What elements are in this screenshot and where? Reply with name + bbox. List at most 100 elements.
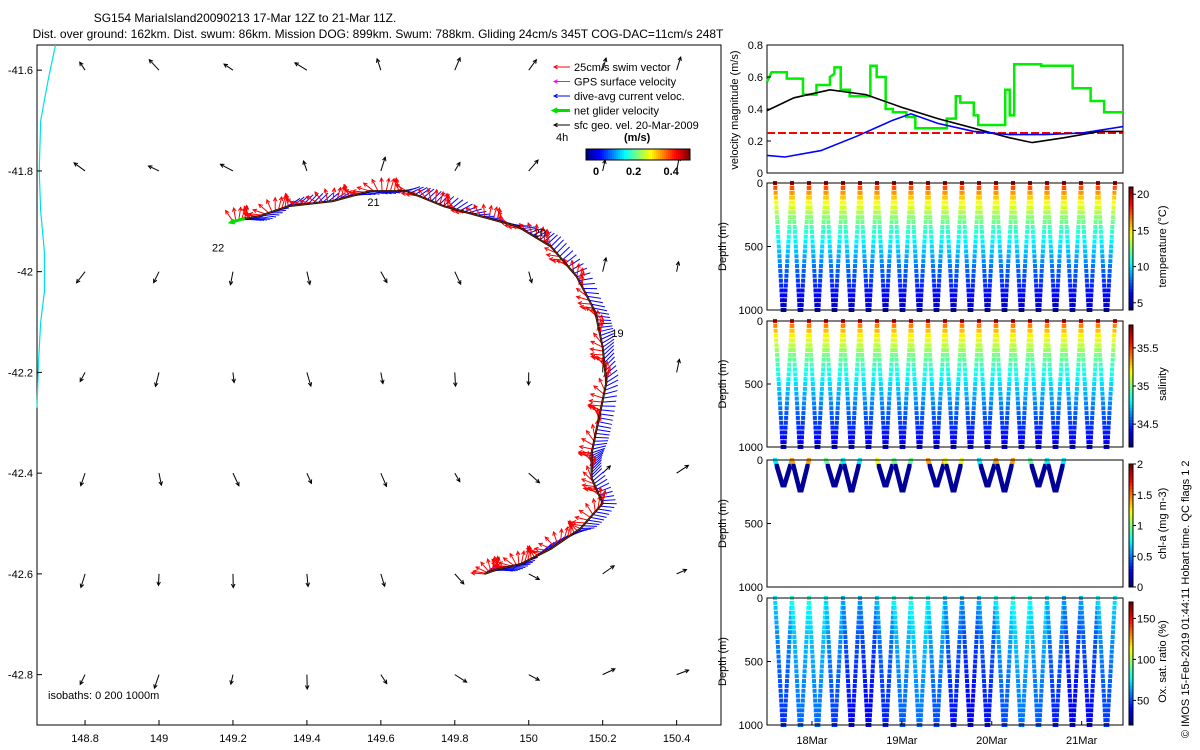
section-point	[995, 205, 1000, 210]
section-point	[889, 220, 894, 225]
section-point	[1060, 348, 1065, 353]
section-point	[1031, 239, 1036, 244]
section-colorbar-cell	[1129, 294, 1133, 299]
section-point	[792, 644, 797, 649]
section-point	[812, 273, 817, 278]
section-point	[945, 229, 950, 234]
section-colorbar-cell	[1129, 553, 1133, 557]
section-point	[1049, 396, 1054, 401]
section-point	[1108, 674, 1113, 679]
section-point	[1100, 396, 1105, 401]
section-point	[873, 625, 878, 630]
section-point	[863, 264, 868, 269]
section-point	[898, 420, 903, 425]
section-point	[790, 195, 795, 200]
section-point	[1059, 362, 1064, 367]
section-point	[774, 205, 779, 210]
section-point	[1102, 288, 1107, 293]
section-point	[965, 401, 970, 406]
section-colorbar-cell	[1129, 510, 1133, 514]
section-colorbar-tick-label: 5	[1137, 298, 1143, 310]
section-point	[822, 615, 827, 620]
section-point	[991, 352, 996, 357]
section-point	[864, 293, 869, 298]
dac-vector	[591, 303, 606, 308]
section-point	[939, 649, 944, 654]
section-point	[919, 698, 924, 703]
section-point	[828, 259, 833, 264]
swim-vector	[470, 570, 485, 576]
section-colorbar-cell	[1129, 242, 1133, 246]
section-point	[887, 254, 892, 259]
section-point	[1030, 229, 1035, 234]
section-point	[903, 401, 908, 406]
geo-vector-arrow	[454, 674, 468, 683]
section-point	[852, 268, 857, 273]
section-point	[930, 674, 935, 679]
section-point	[943, 610, 948, 615]
section-point	[927, 200, 932, 205]
section-colorbar-cell	[1129, 706, 1133, 711]
section-point	[858, 600, 863, 605]
section-point	[909, 190, 914, 195]
section-point	[937, 268, 942, 273]
section-colorbar-cell	[1129, 202, 1133, 206]
section-point	[788, 348, 793, 353]
section-point	[1026, 338, 1031, 343]
section-point	[804, 630, 809, 635]
swim-vector	[509, 552, 517, 566]
section-point	[812, 411, 817, 416]
section-point	[991, 229, 996, 234]
section-point	[1014, 377, 1019, 382]
section-point	[784, 688, 789, 693]
section-point	[956, 382, 961, 386]
section-point	[1089, 698, 1094, 703]
section-point	[914, 693, 919, 698]
section-point	[1088, 718, 1093, 723]
section-point	[779, 288, 784, 293]
section-point	[911, 362, 916, 367]
section-point	[834, 288, 839, 293]
section-point	[907, 210, 912, 215]
geo-vector-arrow	[219, 163, 234, 172]
section-point	[1068, 708, 1073, 713]
section-point	[935, 298, 940, 303]
section-point	[1083, 664, 1088, 669]
section-point	[912, 382, 917, 386]
section-y-tick-label: 500	[745, 519, 763, 531]
section-point	[1046, 338, 1051, 343]
section-point	[873, 620, 878, 625]
section-point	[875, 195, 880, 200]
section-point	[778, 268, 783, 273]
section-point	[1110, 220, 1115, 225]
section-point	[795, 415, 800, 420]
section-point	[952, 440, 957, 445]
swim-vector	[237, 206, 243, 221]
section-point	[788, 338, 793, 343]
section-colorbar-cell	[1129, 440, 1133, 445]
colorbar-cell	[612, 149, 615, 160]
section-point	[821, 362, 826, 367]
section-point	[971, 688, 976, 693]
section-point	[948, 679, 953, 684]
section-point	[855, 639, 860, 644]
section-point	[932, 703, 937, 708]
section-point	[827, 659, 832, 664]
section-point	[787, 224, 792, 229]
section-colorbar-cell	[1129, 651, 1133, 655]
section-point	[971, 693, 976, 698]
section-point	[1059, 635, 1064, 640]
map-x-tick-label: 149.6	[367, 733, 395, 745]
section-point	[850, 718, 855, 723]
section-colorbar-cell	[1129, 251, 1133, 256]
section-point	[1022, 688, 1027, 693]
section-point	[931, 411, 936, 416]
colorbar-cell	[680, 149, 683, 160]
section-point	[877, 352, 882, 357]
section-point	[1068, 698, 1073, 703]
section-point	[829, 693, 834, 698]
section-point	[785, 674, 790, 679]
section-point	[957, 357, 962, 362]
section-point	[1005, 683, 1010, 688]
map-x-tick-label: 149.8	[441, 733, 469, 745]
